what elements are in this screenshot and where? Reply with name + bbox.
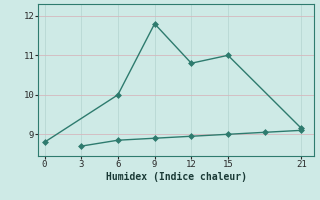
X-axis label: Humidex (Indice chaleur): Humidex (Indice chaleur) — [106, 172, 246, 182]
